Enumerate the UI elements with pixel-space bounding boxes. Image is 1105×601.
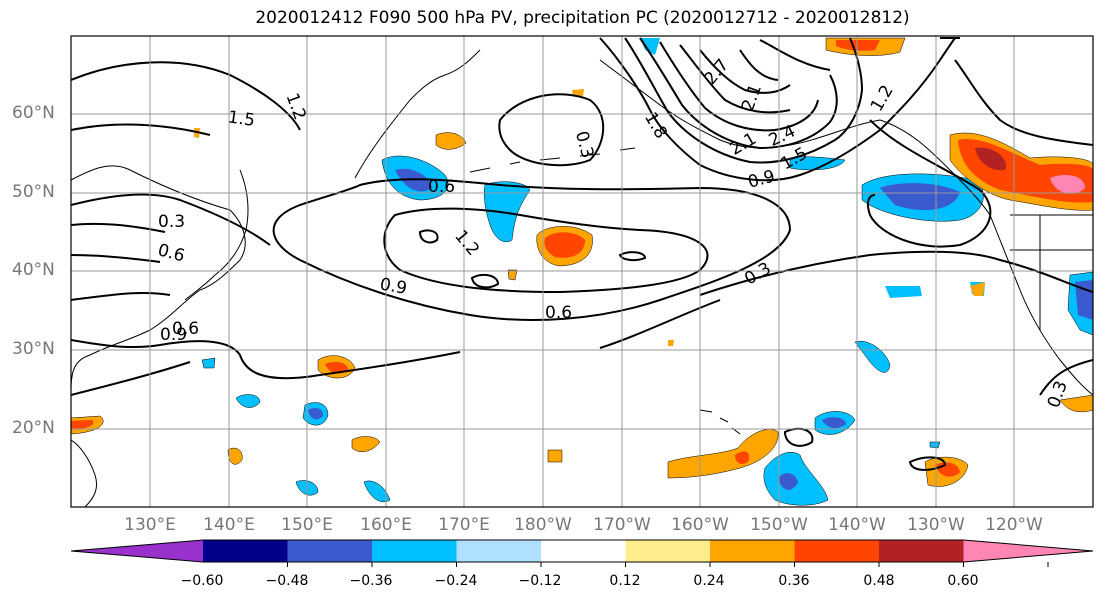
colorbar-tick-label: 0.24 bbox=[693, 573, 725, 589]
contour-label: 0.9 bbox=[378, 275, 408, 299]
colorbar-tick-label: 0.48 bbox=[863, 573, 895, 589]
colorbar-swatch bbox=[879, 540, 964, 562]
philippines bbox=[71, 439, 98, 507]
colorbar-extend-max bbox=[963, 540, 1093, 562]
graticule bbox=[71, 36, 1093, 507]
japan-coast bbox=[184, 169, 249, 301]
colorbar-swatch bbox=[372, 540, 457, 562]
colorbar-tick-label: −0.48 bbox=[265, 573, 309, 589]
neg-anomaly-central bbox=[483, 181, 531, 243]
colorbar-tick-label: 0.60 bbox=[947, 573, 979, 589]
plot-frame bbox=[70, 35, 1094, 508]
kamchatka-coast bbox=[354, 49, 481, 179]
colorbar-swatch bbox=[287, 540, 373, 562]
colorbar-tick-label: −0.36 bbox=[349, 573, 393, 589]
contour-label: 0.6 bbox=[428, 177, 455, 197]
aleutians bbox=[469, 147, 636, 173]
colorbar-extend-min bbox=[71, 540, 203, 562]
lon-label-160w: 160°W bbox=[671, 515, 729, 535]
map-plot-area: 1.5 1.2 0.3 0.6 0.9 1.2 0.6 0.9 0.6 0.6 … bbox=[71, 36, 1093, 507]
na-west-coast bbox=[989, 214, 1093, 396]
colorbar-tick-label: −0.60 bbox=[180, 573, 224, 589]
colorbar-swatch bbox=[541, 540, 626, 562]
lon-label-150w: 150°W bbox=[750, 515, 808, 535]
lon-label-130e: 130°E bbox=[124, 515, 176, 535]
lat-label-30n: 30°N bbox=[12, 339, 55, 359]
colorbar-tick-label: 0.36 bbox=[778, 573, 810, 589]
colorbar-swatch bbox=[456, 540, 542, 562]
lat-label-40n: 40°N bbox=[12, 260, 55, 280]
lon-label-160e: 160°E bbox=[360, 515, 412, 535]
colorbar bbox=[70, 539, 1094, 567]
lon-label-140w: 140°W bbox=[828, 515, 886, 535]
contour-label: 0.6 bbox=[545, 303, 572, 323]
contour-label: 1.5 bbox=[227, 107, 257, 131]
lat-label-60n: 60°N bbox=[12, 103, 55, 123]
lat-label-50n: 50°N bbox=[12, 182, 55, 202]
lon-label-170w: 170°W bbox=[593, 515, 651, 535]
colorbar-tick-label: −0.24 bbox=[434, 573, 478, 589]
colorbar-swatch bbox=[710, 540, 795, 562]
lon-label-150e: 150°E bbox=[281, 515, 333, 535]
pos-anomaly-hawaii bbox=[667, 429, 779, 479]
contour-label: 0.6 bbox=[172, 319, 199, 339]
colorbar-outline bbox=[70, 539, 1094, 563]
colorbar-swatch bbox=[794, 540, 880, 562]
lon-label-120w: 120°W bbox=[985, 515, 1043, 535]
colorbar-swatch bbox=[625, 540, 711, 562]
map-title: 2020012412 F090 500 hPa PV, precipitatio… bbox=[255, 8, 910, 28]
colorbar-swatch bbox=[203, 540, 288, 562]
lon-label-180w: 180°W bbox=[514, 515, 572, 535]
contour-label: 0.3 bbox=[158, 212, 185, 232]
colorbar-tick-label: 0.12 bbox=[609, 573, 641, 589]
lat-label-20n: 20°N bbox=[12, 418, 55, 438]
precipitation-shading bbox=[71, 37, 1093, 506]
colorbar-tick-label: −0.12 bbox=[518, 573, 562, 589]
lon-label-140e: 140°E bbox=[203, 515, 255, 535]
lon-label-130w: 130°W bbox=[907, 515, 965, 535]
lon-label-170e: 170°E bbox=[438, 515, 490, 535]
pv-contours bbox=[71, 37, 1093, 471]
contour-label: 0.9 bbox=[160, 325, 187, 345]
